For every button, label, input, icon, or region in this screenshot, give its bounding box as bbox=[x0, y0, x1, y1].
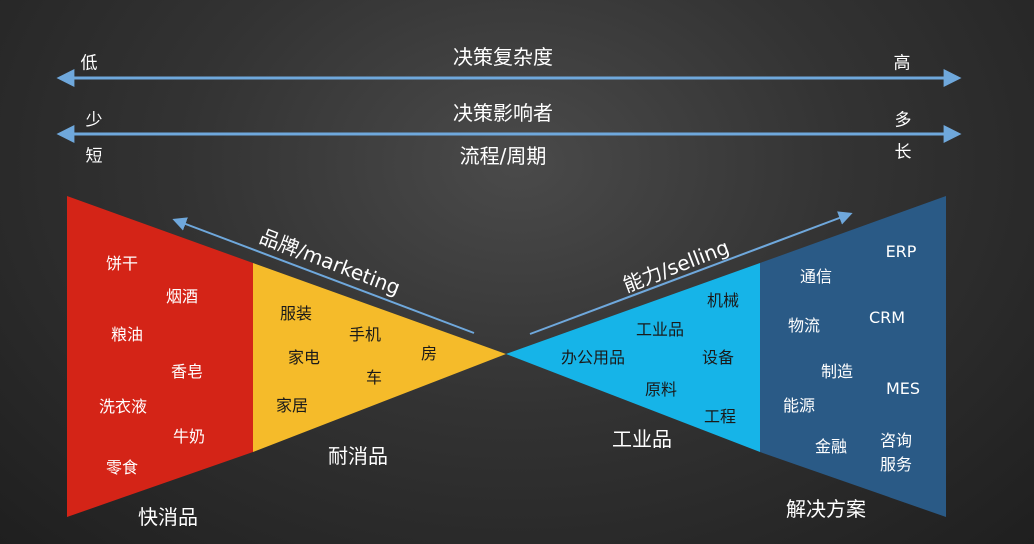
fmcg-item: 粮油 bbox=[110, 325, 144, 344]
solutions-item: CRM bbox=[868, 308, 906, 327]
influencers-low: 少 bbox=[85, 110, 103, 131]
fmcg-title: 快消品 bbox=[138, 505, 198, 529]
cycle-low: 短 bbox=[85, 146, 103, 167]
solutions-item: 金融 bbox=[814, 437, 848, 456]
industrial-item: 机械 bbox=[706, 291, 740, 310]
solutions-item: 通信 bbox=[799, 267, 833, 286]
fmcg-item: 烟酒 bbox=[165, 287, 199, 306]
industrial-item: 原料 bbox=[644, 380, 678, 399]
fmcg-item: 牛奶 bbox=[172, 427, 206, 446]
durables-segment bbox=[253, 263, 506, 452]
industrial-item: 工程 bbox=[703, 407, 737, 426]
fmcg-item: 香皂 bbox=[170, 362, 204, 381]
durables-item: 家电 bbox=[287, 348, 321, 367]
influencers-label: 决策影响者 bbox=[453, 101, 553, 125]
fmcg-segment bbox=[67, 196, 253, 517]
industrial-item: 办公用品 bbox=[560, 348, 626, 367]
industrial-segment bbox=[506, 263, 760, 452]
solutions-title: 解决方案 bbox=[786, 497, 866, 521]
solutions-segment bbox=[760, 196, 946, 517]
durables-item: 服装 bbox=[279, 304, 313, 323]
selling-arrow bbox=[529, 211, 853, 335]
durables-item: 手机 bbox=[348, 325, 382, 344]
solutions-item: 服务 bbox=[879, 455, 913, 474]
durables-item: 房 bbox=[420, 344, 438, 363]
fmcg-item: 洗衣液 bbox=[98, 397, 148, 416]
durables-item: 家居 bbox=[275, 396, 309, 415]
solutions-item: 制造 bbox=[820, 362, 854, 381]
industrial-item: 工业品 bbox=[635, 320, 685, 339]
solutions-item: MES bbox=[885, 379, 921, 398]
fmcg-item: 零食 bbox=[105, 458, 139, 477]
fmcg-item: 饼干 bbox=[105, 254, 139, 273]
marketing-arrow bbox=[172, 217, 475, 334]
solutions-item: 能源 bbox=[782, 396, 816, 415]
solutions-item: 物流 bbox=[787, 316, 821, 335]
durables-title: 耐消品 bbox=[328, 444, 388, 468]
complexity-high: 高 bbox=[893, 53, 911, 74]
industrial-item: 设备 bbox=[701, 348, 735, 367]
complexity-label: 决策复杂度 bbox=[453, 45, 553, 69]
influencers-high: 多 bbox=[894, 110, 912, 131]
cycle-high: 长 bbox=[894, 142, 912, 163]
durables-item: 车 bbox=[365, 368, 383, 387]
solutions-item: ERP bbox=[885, 242, 917, 261]
cycle-label: 流程/周期 bbox=[459, 144, 547, 168]
industrial-title: 工业品 bbox=[612, 427, 672, 451]
complexity-low: 低 bbox=[80, 53, 98, 74]
solutions-item: 咨询 bbox=[879, 431, 913, 450]
